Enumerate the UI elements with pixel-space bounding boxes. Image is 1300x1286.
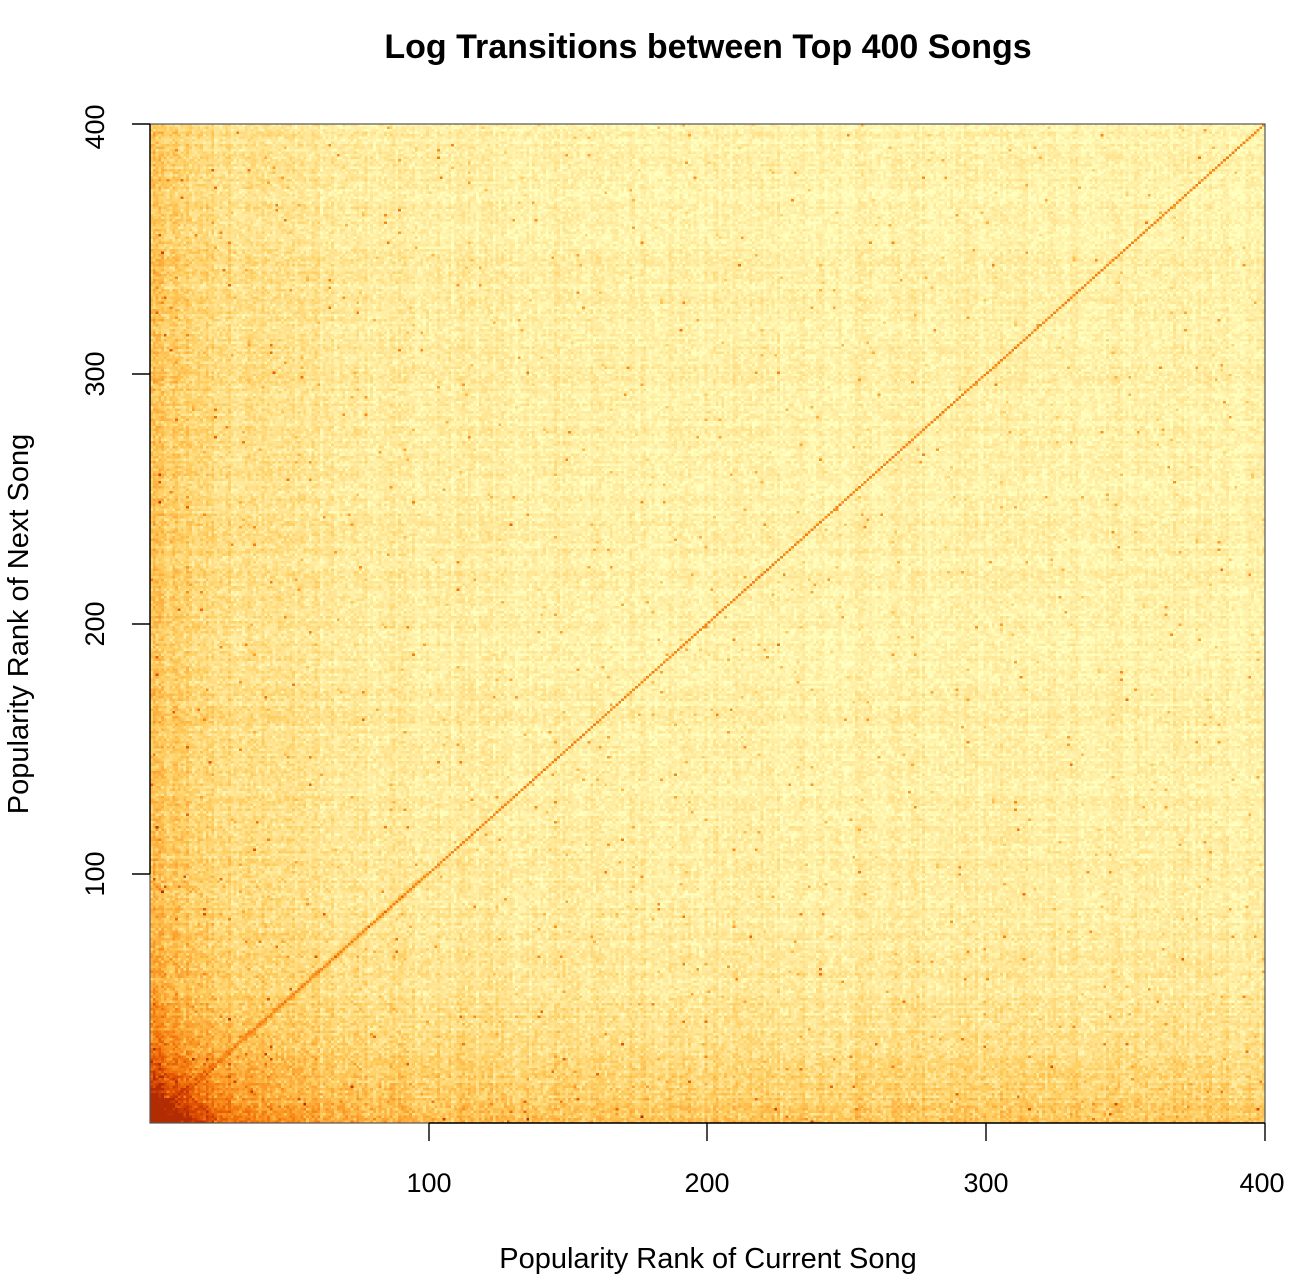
x-tick: 300 (963, 1123, 1009, 1198)
y-tick: 100 (80, 851, 150, 897)
x-tick-label: 200 (684, 1168, 729, 1198)
y-axis-label: Popularity Rank of Next Song (3, 434, 35, 814)
y-tick-label: 200 (80, 601, 110, 646)
heatmap-cells (150, 124, 1265, 1123)
x-tick: 100 (406, 1123, 452, 1198)
x-tick-label: 400 (1239, 1168, 1284, 1198)
x-tick-label: 100 (406, 1168, 451, 1198)
plot-area (149, 123, 1266, 1124)
y-tick-label: 300 (80, 351, 110, 396)
x-tick: 400 (1239, 1123, 1285, 1198)
x-axis-label: Popularity Rank of Current Song (499, 1243, 917, 1275)
chart-title: Log Transitions between Top 400 Songs (384, 28, 1031, 66)
y-tick: 400 (80, 104, 150, 150)
y-tick-label: 100 (80, 851, 110, 896)
x-axis: 100 200 300 400 Popularity Rank of Curre… (406, 1122, 1285, 1275)
x-tick-label: 300 (963, 1168, 1008, 1198)
y-tick: 200 (80, 601, 150, 647)
y-tick: 300 (80, 351, 150, 397)
y-tick-label: 400 (80, 104, 110, 149)
y-axis: 100 200 300 400 Popularity Rank of Next … (3, 104, 151, 897)
x-tick: 200 (684, 1123, 730, 1198)
